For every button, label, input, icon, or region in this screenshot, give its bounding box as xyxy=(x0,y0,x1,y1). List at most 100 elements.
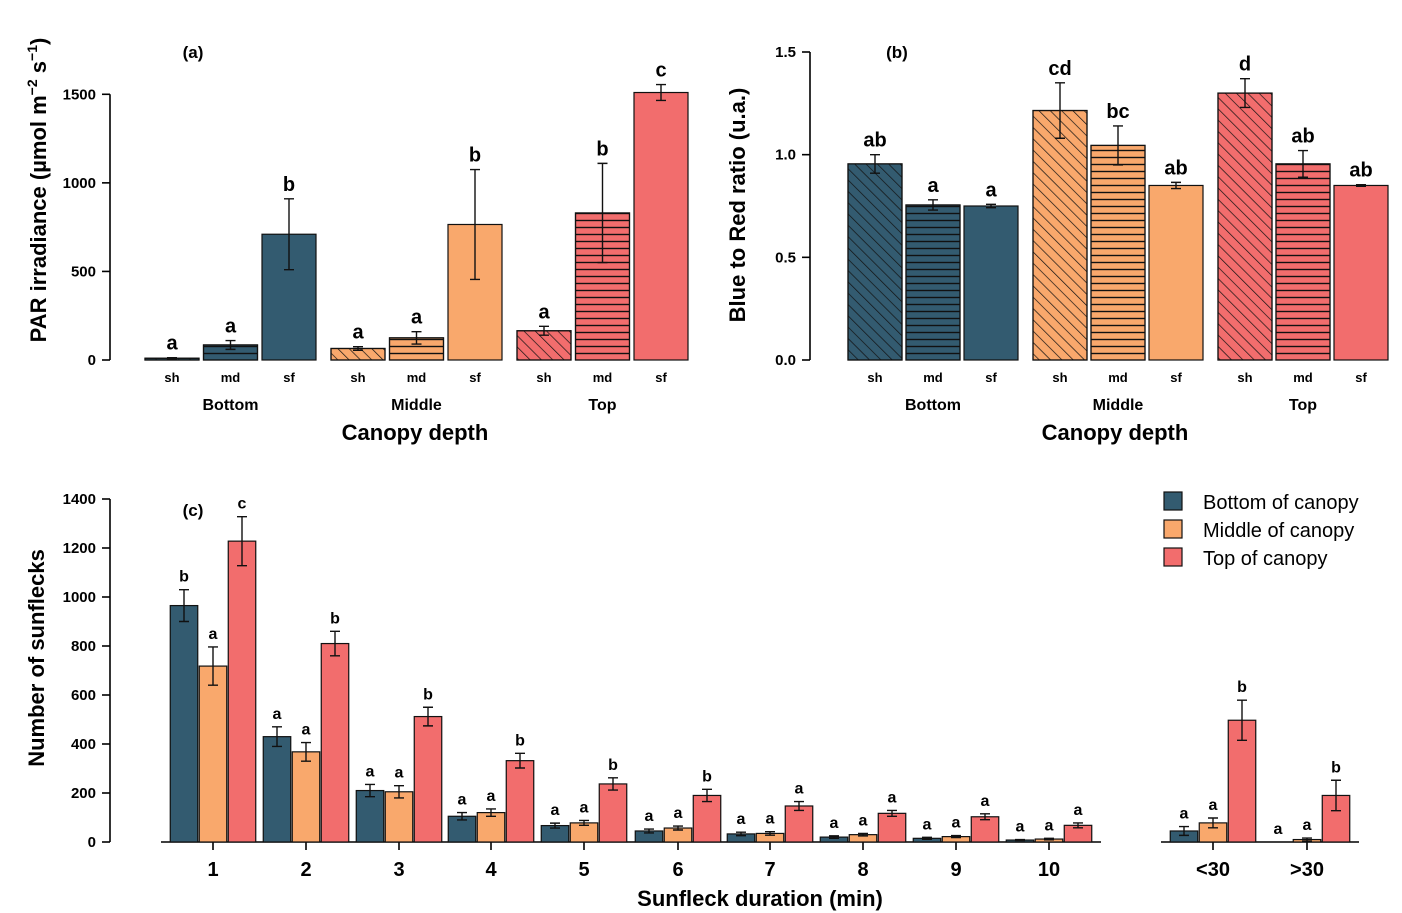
panel-a-significance-label-middle-sf: b xyxy=(469,145,481,167)
panel-a-y-tick-label: 1500 xyxy=(63,86,96,103)
panel-b-bar-hatch-middle-sh xyxy=(1032,109,1088,361)
panel-c-y-axis-title: Number of sunflecks xyxy=(24,549,49,767)
panel-a-category-label-middle-sh: sh xyxy=(350,370,365,385)
panel-c-bar-bottom-of-canopy-0 xyxy=(169,604,199,843)
panel-a-axes: 0 500 1000 1500 xyxy=(63,86,111,369)
panel-c-x-tick-label-8: 8 xyxy=(857,859,868,881)
panel-c-significance-label-top-of-canopy-8: a xyxy=(981,793,990,810)
panel-b-bar-top-sf xyxy=(1333,184,1389,361)
panel-c-error-bar-bottom-of-canopy-8 xyxy=(922,836,932,841)
panel-c-significance-label-middle-of-canopy-7: a xyxy=(859,812,868,829)
panel-b-significance-label-top-md: ab xyxy=(1291,126,1314,148)
panel-c-y-tick-label: 800 xyxy=(71,638,96,655)
panel-b-axes: 0.0 0.5 1.0 1.5 xyxy=(775,44,811,369)
panel-a-significance-label-top-md: b xyxy=(596,138,608,160)
panel-c-error-bar-bottom-of-canopy-2 xyxy=(365,783,375,798)
legend-swatch-top xyxy=(1163,547,1183,567)
panel-c-bar-top-of-canopy-3 xyxy=(505,760,535,843)
panel-c-y-tick-label: 1200 xyxy=(63,540,96,557)
panel-a-bar-bottom-sf xyxy=(261,233,317,361)
panel-a-bars: a a b a a b a b c xyxy=(144,60,689,361)
panel-label-a: (a) xyxy=(183,43,204,62)
panel-c-error-bar-top-of-canopy-2 xyxy=(423,706,433,727)
panel-a-y-tick-label: 1000 xyxy=(63,175,96,192)
panel-a-error-bar-bottom-sf xyxy=(284,198,294,271)
panel-c-x-tick-label-5: 5 xyxy=(578,859,589,881)
panel-c-x-tick-label-1: 1 xyxy=(207,859,218,881)
panel-a-y-tick-label: 0 xyxy=(88,352,96,369)
panel-c-significance-label-bottom-of-canopy-2: a xyxy=(366,763,375,780)
panel-c-significance-label-bottom-of-canopy-4: a xyxy=(551,802,560,819)
panel-c-significance-label-bottom-of-canopy-7: a xyxy=(830,815,839,832)
panel-a-category-label-middle-md: md xyxy=(407,370,427,385)
panel-c-significance-label-middle-of-canopy-10: a xyxy=(1209,797,1218,814)
panel-c-significance-label-bottom-of-canopy-0: b xyxy=(179,569,189,586)
panel-c-bar-bottom-of-canopy-1 xyxy=(262,736,292,843)
panel-c-significance-label-bottom-of-canopy-9: a xyxy=(1016,819,1025,836)
panel-c-error-bar-bottom-of-canopy-4 xyxy=(550,822,560,829)
panel-b-significance-label-top-sh: d xyxy=(1239,54,1251,76)
panel-a-category-label-middle-sf: sf xyxy=(469,370,481,385)
panel-c-x-tick-label-7: 7 xyxy=(764,859,775,881)
panel-c-error-bar-middle-of-canopy-2 xyxy=(394,784,404,799)
panel-c-x-tick-label-2: 2 xyxy=(300,859,311,881)
panel-c-significance-label-top-of-canopy-4: b xyxy=(608,757,618,774)
panel-a-significance-label-middle-sh: a xyxy=(352,322,364,344)
panel-c-significance-label-middle-of-canopy-1: a xyxy=(302,722,311,739)
panel-c-x-tick-label-6: 6 xyxy=(672,859,683,881)
panel-label-c: (c) xyxy=(183,501,204,520)
panel-a-group-label-top: Top xyxy=(588,397,616,414)
panel-c-bar-top-of-canopy-2 xyxy=(413,715,443,843)
panel-a-error-bar-top-md xyxy=(597,162,608,264)
panel-c-bar-bottom-of-canopy-3 xyxy=(447,815,477,843)
panel-b-category-label-bottom-sh: sh xyxy=(867,370,882,385)
panel-c-axes: 0 200 400 600 800 1000 1200 1400 1 2 3 4 5 6 7 8 9 10 <30 >… xyxy=(63,491,1359,881)
panel-b-category-label-bottom-sf: sf xyxy=(985,370,997,385)
panel-b-y-tick-label: 0.5 xyxy=(775,249,796,266)
panel-c-error-bar-bottom-of-canopy-10 xyxy=(1179,825,1189,837)
panel-c-significance-label-top-of-canopy-2: b xyxy=(423,686,433,703)
panel-c-sunfleck-counts: (c) 0 200 400 600 800 1000 1200 1400 1 2 3 4 5 6 7 8 9 10… xyxy=(24,491,1359,911)
panel-c-error-bar-middle-of-canopy-8 xyxy=(951,834,961,839)
panel-c-error-bar-top-of-canopy-8 xyxy=(980,813,990,821)
panel-a-significance-label-middle-md: a xyxy=(411,307,423,329)
panel-c-bar-bottom-of-canopy-2 xyxy=(355,789,385,843)
panel-a-group-label-middle: Middle xyxy=(391,397,442,414)
panel-c-error-bar-top-of-canopy-9 xyxy=(1073,822,1083,829)
panel-b-error-bar-middle-sh xyxy=(1055,82,1065,139)
panel-c-bar-top-of-canopy-8 xyxy=(970,816,1000,843)
panel-b-bar-hatch-bottom-sh xyxy=(847,163,903,361)
panel-c-y-tick-label: 200 xyxy=(71,785,96,802)
panel-c-significance-label-top-of-canopy-6: a xyxy=(795,781,804,798)
panel-c-bar-top-of-canopy-1 xyxy=(320,642,350,843)
panel-c-significance-label-top-of-canopy-10: b xyxy=(1237,679,1247,696)
panel-a-error-bar-bottom-md xyxy=(225,339,236,351)
panel-c-significance-label-bottom-of-canopy-3: a xyxy=(458,792,467,809)
panel-c-error-bar-middle-of-canopy-9 xyxy=(1044,837,1054,841)
panel-c-significance-label-bottom-of-canopy-1: a xyxy=(273,706,282,723)
panel-c-x-tick-label-3: 3 xyxy=(393,859,404,881)
panel-c-bar-top-of-canopy-7 xyxy=(877,812,907,843)
panel-a-significance-label-bottom-sf: b xyxy=(283,174,295,196)
panel-c-bar-middle-of-canopy-0 xyxy=(198,665,228,843)
panel-c-error-bar-top-of-canopy-7 xyxy=(887,809,897,817)
panel-b-significance-label-bottom-md: a xyxy=(927,175,939,197)
panel-c-significance-label-middle-of-canopy-8: a xyxy=(952,815,961,832)
panel-b-error-bar-top-md xyxy=(1298,149,1308,178)
panel-c-bar-middle-of-canopy-3 xyxy=(476,811,506,843)
panel-a-bar-top-sf xyxy=(633,91,689,361)
panel-c-error-bar-bottom-of-canopy-3 xyxy=(457,811,467,821)
panel-c-x-tick-label-4: 4 xyxy=(485,859,497,881)
panel-c-error-bar-middle-of-canopy-4 xyxy=(579,819,589,827)
panel-c-significance-label-top-of-canopy-7: a xyxy=(888,789,897,806)
panel-b-significance-label-middle-md: bc xyxy=(1106,101,1129,123)
panel-c-error-bar-middle-of-canopy-6 xyxy=(765,831,775,836)
panel-c-error-bar-top-of-canopy-10 xyxy=(1237,699,1247,742)
panel-c-significance-label-bottom-of-canopy-6: a xyxy=(737,811,746,828)
panel-c-error-bar-top-of-canopy-1 xyxy=(330,630,340,657)
panel-c-significance-label-middle-of-canopy-11: a xyxy=(1303,817,1312,834)
panel-c-significance-label-middle-of-canopy-5: a xyxy=(674,805,683,822)
panel-c-error-bar-bottom-of-canopy-9 xyxy=(1015,838,1025,842)
